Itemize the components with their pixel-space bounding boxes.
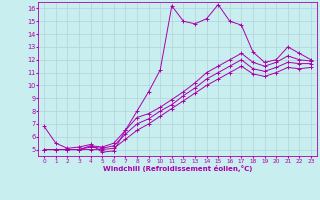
- X-axis label: Windchill (Refroidissement éolien,°C): Windchill (Refroidissement éolien,°C): [103, 165, 252, 172]
